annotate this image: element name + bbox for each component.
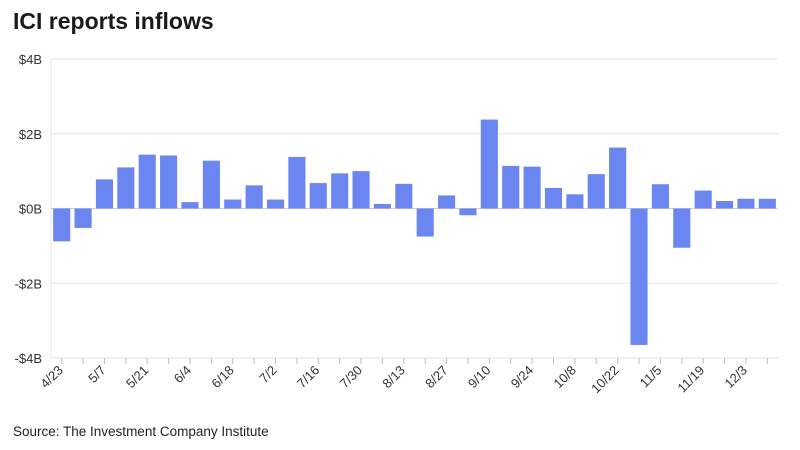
x-tick-label: 6/18: [208, 363, 237, 392]
x-tick-label: 7/2: [256, 363, 279, 386]
bar: [288, 156, 306, 209]
bar: [737, 198, 755, 209]
y-tick-label: -$4B: [15, 351, 42, 366]
y-tick-label: $4B: [19, 52, 42, 67]
x-tick-label: 8/13: [379, 363, 408, 392]
bar: [416, 208, 434, 237]
bar: [117, 167, 135, 209]
x-tick-label: 7/16: [294, 363, 323, 392]
bar: [523, 166, 541, 209]
bar: [544, 187, 563, 209]
x-tick-label: 7/30: [337, 363, 366, 392]
axis-layer: $4B $2B $0B -$2B -$4B4/23 5/7 5/21 6/4 6/18 7/2 7/…: [15, 52, 768, 396]
bar: [459, 208, 477, 216]
x-tick-label: 10/8: [550, 363, 579, 392]
bar: [224, 199, 242, 209]
bar: [160, 155, 178, 209]
bar: [694, 190, 712, 209]
bar: [587, 174, 605, 209]
bar: [566, 194, 584, 209]
bar-layer: [53, 119, 776, 345]
bar: [266, 199, 285, 209]
x-tick-label: 5/7: [85, 363, 108, 386]
x-tick-label: 9/24: [508, 363, 537, 392]
chart-title: ICI reports inflows: [13, 8, 214, 34]
y-tick-label: $2B: [19, 127, 42, 142]
bar: [673, 208, 691, 248]
bar: [630, 208, 648, 345]
bar: [758, 198, 776, 209]
bar: [309, 183, 327, 209]
bar: [74, 208, 92, 228]
bar: [352, 171, 370, 209]
bar: [331, 173, 349, 209]
x-tick-label: 8/27: [422, 363, 451, 392]
bar: [715, 201, 734, 209]
x-tick-label: 11/5: [637, 363, 665, 391]
bar: [480, 119, 498, 209]
bar: [651, 184, 669, 209]
y-tick-label: $0B: [19, 202, 42, 217]
bar: [53, 208, 71, 242]
x-tick-label: 4/23: [37, 363, 66, 392]
x-tick-label: 12/3: [722, 363, 751, 392]
bar: [373, 204, 391, 209]
bar: [181, 202, 199, 209]
x-tick-label: 6/4: [171, 363, 194, 386]
x-tick-label: 10/22: [588, 363, 622, 397]
chart-source: Source: The Investment Company Institute: [13, 424, 269, 439]
bar: [245, 185, 263, 209]
bar: [202, 160, 220, 209]
bar: [609, 147, 627, 209]
bar: [95, 179, 114, 209]
bar: [138, 154, 156, 209]
bar: [438, 195, 456, 209]
y-tick-label: -$2B: [15, 276, 42, 291]
bar: [395, 183, 413, 209]
bar: [502, 165, 520, 209]
x-tick-label: 9/10: [465, 363, 494, 392]
x-tick-label: 5/21: [123, 363, 152, 392]
x-tick-label: 11/19: [674, 363, 707, 396]
